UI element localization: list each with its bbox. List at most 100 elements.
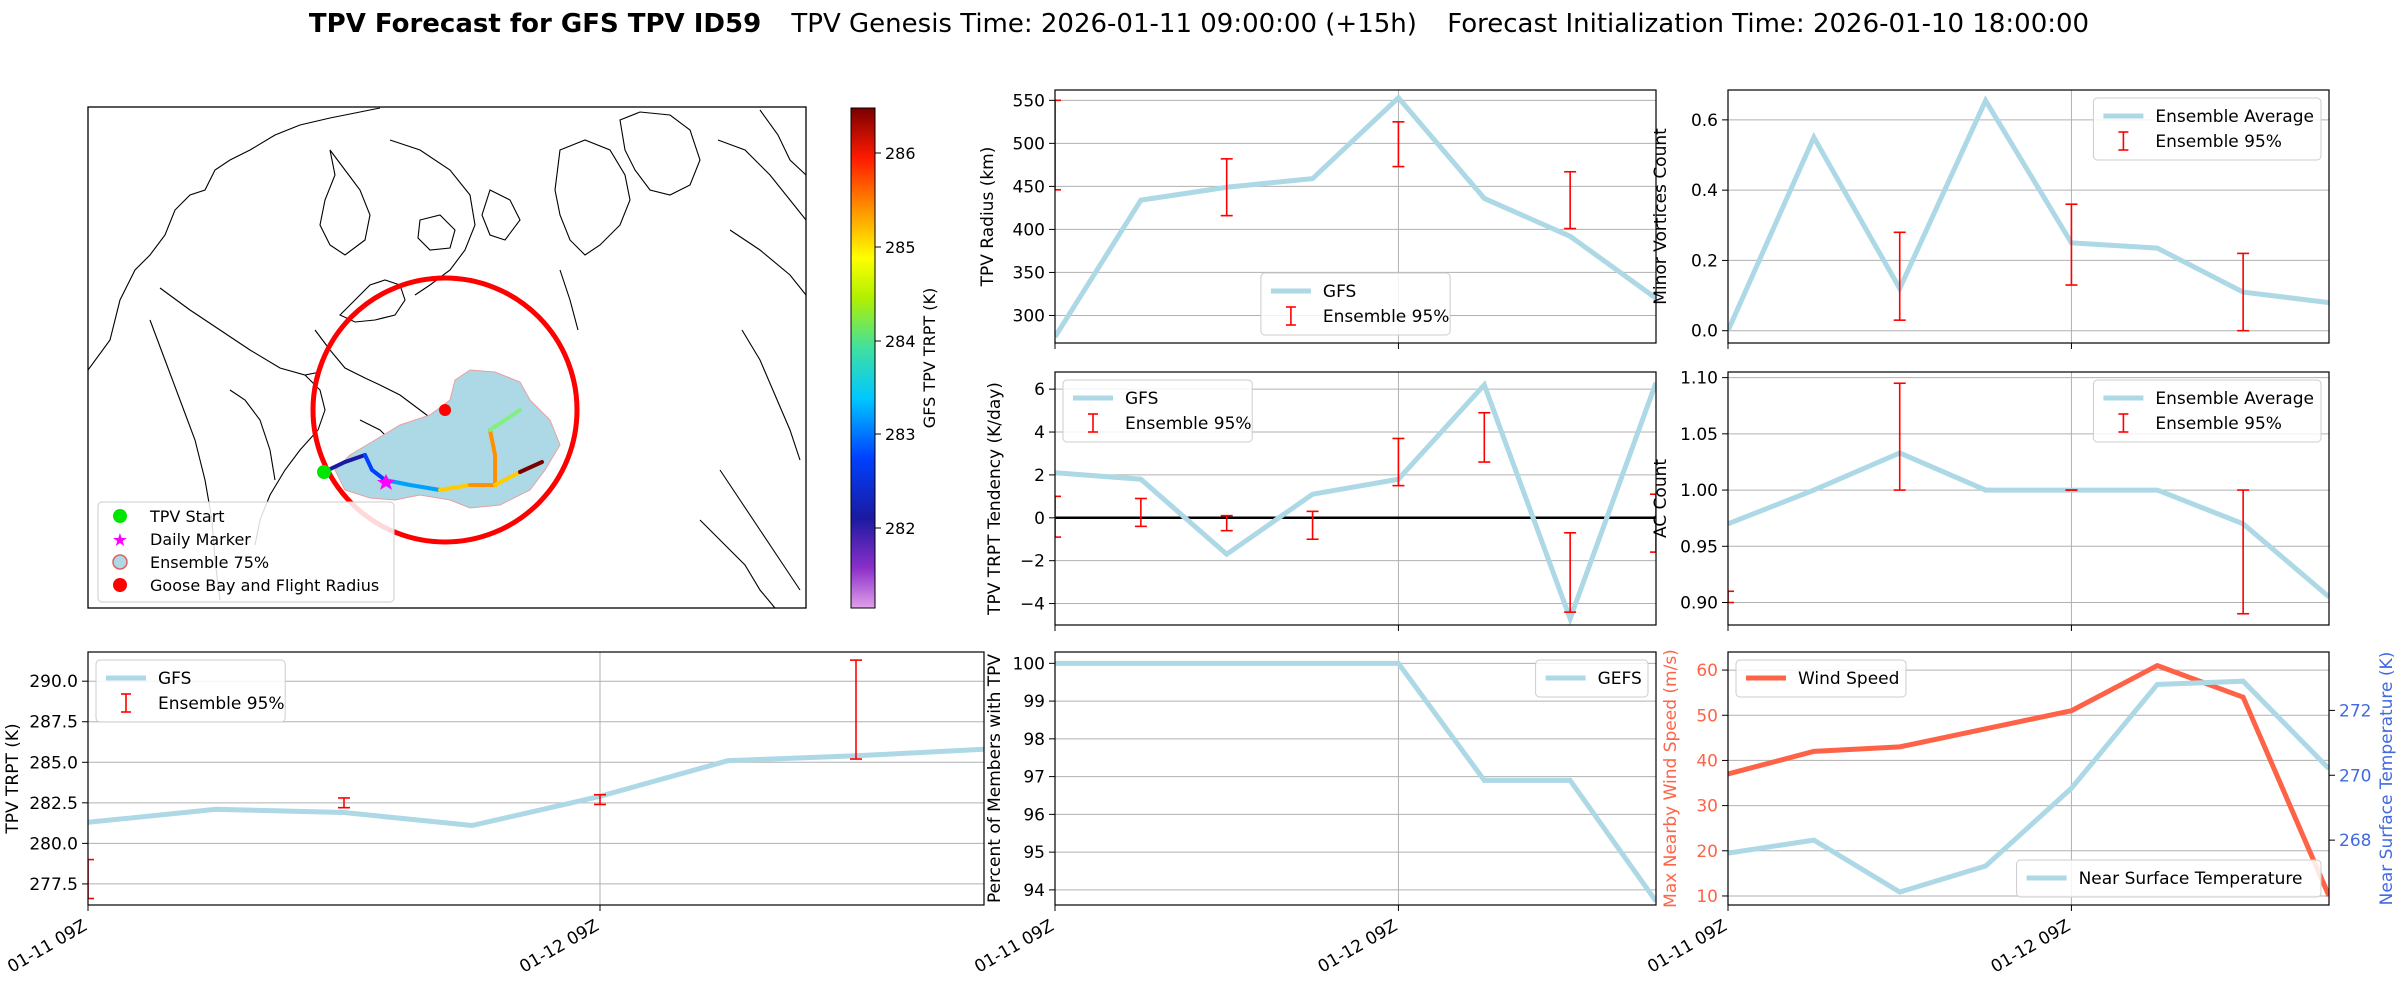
y-tick-label: 0.6 [1691,111,1718,131]
error-bar [1564,170,1577,230]
axes-frame [1727,89,2330,344]
y-axis-label: AC Count [1651,459,1671,538]
error-bar [1392,437,1405,487]
chart-percent: 94 95 96 97 98 99 100 01-11 09Z 01-12 09Z Percent… [971,651,1657,977]
chart-ac: 0.90 0.95 1.00 1.05 1.10 AC Count Ensemble Ave… [1651,369,2330,631]
y-tick-label: 10 [1696,887,1718,907]
colorbar-ticks: 282 283 284 285 286 [875,144,916,538]
legend-start-icon [113,509,127,523]
chart-radius: 300 350 400 450 500 550 TPV Radius (km) GFS Ense… [978,89,1657,349]
legend-label: GFS [1323,282,1356,302]
y-tick-label: 100 [1013,654,1045,674]
legend-label: Ensemble Average [2155,107,2314,127]
error-bar [2237,489,2250,615]
legend-label: Ensemble 95% [2155,132,2282,152]
tpv-track [322,408,544,492]
y-axis-label: TPV TRPT Tendency (K/day) [985,382,1005,616]
y-tick-label: 0.0 [1691,322,1718,342]
legend-box [2092,97,2322,161]
error-bar [1650,493,1656,553]
legend: GFS Ensemble 95% [1260,272,1451,336]
error-bar [850,659,862,760]
error-bar [338,797,350,809]
series-line [1055,94,1656,339]
legend-box [1735,659,1907,698]
error-bar [594,793,606,806]
legend-goosebay: Goose Bay and Flight Radius [150,576,379,595]
axes-frame [1054,651,1657,906]
error-bar [1134,497,1147,528]
legend-daily: Daily Marker [150,530,251,549]
error-bar [1392,121,1405,168]
y-tick-label: 20 [1696,842,1718,862]
colorbar-label: GFS TPV TRPT (K) [920,288,939,428]
y-tick-label: 1.10 [1680,369,1718,389]
y-tick-label: 285.0 [29,753,78,773]
error-bar [1055,495,1061,538]
error-bar [1306,510,1319,541]
daily-marker [377,474,395,490]
y-tick-label: 98 [1023,730,1045,750]
y-tick-label: 550 [1013,91,1045,111]
x-tick-label: 01-11 09Z [1644,916,1730,977]
map-panel: TPV Start ★ Daily Marker Ensemble 75% Go… [87,106,939,609]
legend-label: Ensemble 95% [1323,307,1450,327]
y-tick-label: 0.2 [1691,251,1718,271]
title-genesis: TPV Genesis Time: 2026-01-11 09:00:00 (+… [790,9,1417,39]
y-tick-label: 282.5 [29,794,78,814]
y-tick-label: 2 [1034,466,1045,486]
y-tick-label: 97 [1023,768,1045,788]
legend-label: GFS [158,669,191,689]
series-line [1728,95,2329,332]
error-bar [2237,252,2250,332]
y-axis-label: Minor Vortices Count [1651,128,1671,305]
y-tick-label-right: 270 [2339,766,2371,786]
error-bar [1220,514,1233,532]
legend-ensemble-icon [112,554,128,570]
legend-label: GEFS [1598,669,1642,689]
series-line [1728,662,2329,897]
colorbar-tick: 282 [885,519,916,538]
legend-ensemble: Ensemble 75% [150,553,269,572]
error-bar [1893,231,1906,321]
figure-title: TPV Forecast for GFS TPV ID59 TPV Genesi… [309,9,2089,39]
legend-label: GFS [1125,389,1158,409]
error-bar [1564,532,1577,613]
y-tick-label: 30 [1696,797,1718,817]
y-tick-label: 6 [1034,380,1045,400]
error-bar [1728,590,1734,604]
y-tick-label: 4 [1034,423,1045,443]
ensemble-75-area [334,369,561,509]
chart-wind: 10 20 30 40 50 60 268 270 272 Near Surface Temper… [1644,649,2397,977]
series-line [1728,678,2329,895]
series-line [1055,660,1656,903]
legend-star-icon: ★ [112,530,128,551]
error-bar [2065,203,2078,286]
map-legend: TPV Start ★ Daily Marker Ensemble 75% Go… [97,501,395,603]
y-tick-label: 0.90 [1680,594,1718,614]
y-tick-label: 400 [1013,220,1045,240]
y-tick-label: 40 [1696,751,1718,771]
y-tick-label: 1.05 [1680,425,1718,445]
x-tick-label: 01-11 09Z [4,916,90,977]
series-line [1728,450,2329,599]
y-tick-label: 450 [1013,177,1045,197]
error-bar [1055,99,1061,191]
error-bar [1220,158,1233,217]
title-bold: TPV Forecast for GFS TPV ID59 [309,9,761,39]
x-tick-label: 01-12 09Z [1988,916,2074,977]
y-tick-label: −2 [1020,552,1045,572]
axes-frame [1054,89,1657,344]
legend-goosebay-icon [113,578,127,592]
legend: Wind Speed [1735,659,1907,698]
legend: Ensemble Average Ensemble 95% [2092,379,2322,443]
legend-start: TPV Start [149,507,225,526]
colorbar [850,107,876,609]
y-tick-label: 0 [1034,509,1045,529]
y-tick-label: 287.5 [29,713,78,733]
flight-radius-circle [310,275,580,545]
y-tick-label: 96 [1023,805,1045,825]
y-axis-label: Percent of Members with TPV [985,654,1005,903]
legend-label: Ensemble 95% [158,694,285,714]
y-tick-label: 280.0 [29,834,78,854]
